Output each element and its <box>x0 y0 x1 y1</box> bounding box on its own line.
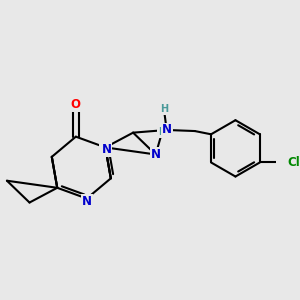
Text: N: N <box>162 124 172 136</box>
Text: H: H <box>160 104 168 114</box>
Text: Cl: Cl <box>287 156 300 169</box>
Text: N: N <box>151 148 161 161</box>
Text: N: N <box>101 143 111 156</box>
Text: H: H <box>158 127 166 137</box>
Text: O: O <box>71 98 81 111</box>
Text: N: N <box>82 195 92 208</box>
Text: N: N <box>100 141 110 154</box>
